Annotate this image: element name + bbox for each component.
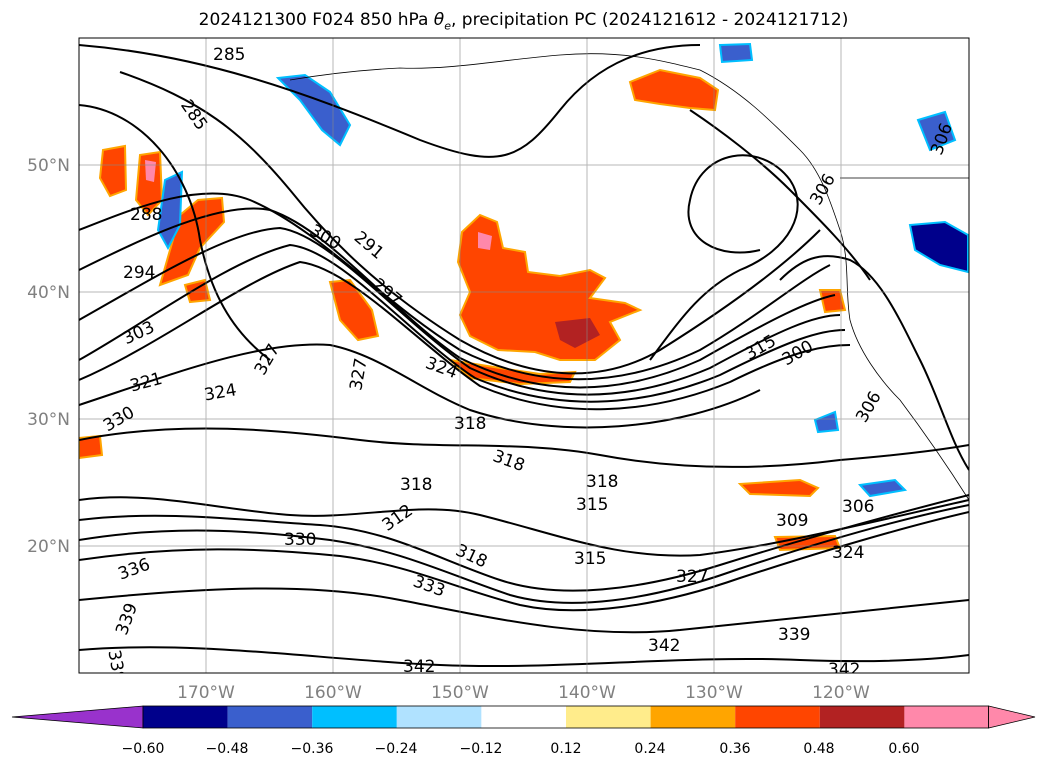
colorbar-tick-label: −0.48 (206, 741, 249, 757)
precip-shading (79, 42, 969, 552)
contour-line (779, 255, 969, 471)
contour-line (79, 511, 969, 612)
contour-label: 342 (648, 636, 680, 656)
colorbar-tick-label: 0.36 (719, 741, 750, 757)
colorbar-tick-label: −0.24 (375, 741, 418, 757)
contour-label: 309 (776, 511, 808, 531)
lon-label-120w: 120°W (812, 683, 870, 703)
precip-area-blue7 (718, 42, 754, 64)
precip-area-east (737, 478, 820, 498)
lon-label-150w: 150°W (431, 683, 489, 703)
colorbar-segment (481, 706, 566, 728)
colorbar-ticks: −0.60 −0.48 −0.36 −0.24 −0.12 0.12 0.24 … (122, 741, 920, 757)
contour-label: 306 (842, 497, 874, 517)
precip-area-central (456, 213, 643, 361)
lon-label-170w: 170°W (177, 683, 235, 703)
colorbar-tick-label: 0.48 (803, 741, 834, 757)
coastline-na-west (839, 229, 969, 501)
contour-label: 324 (832, 543, 864, 563)
colorbar-segment (735, 706, 820, 728)
coastline-alaska (289, 53, 841, 231)
contour-label: 339 (103, 648, 128, 683)
precip-area-blue3 (908, 220, 969, 274)
colorbar-extend-high (988, 705, 1036, 729)
contour-line (79, 646, 969, 668)
contour-line (79, 104, 271, 361)
precip-area-blue6 (813, 410, 840, 434)
map-frame (78, 37, 970, 674)
lon-labels: 170°W 160°W 150°W 140°W 130°W 120°W (177, 683, 870, 703)
map-area (79, 38, 969, 673)
colorbar-segment (904, 706, 989, 728)
contour-line (79, 44, 701, 158)
contour-line (79, 243, 846, 403)
precip-area-mid (328, 278, 380, 342)
precip-area-central-core2 (555, 318, 600, 348)
precip-area-west2 (134, 150, 164, 217)
colorbar-tick-label: −0.60 (122, 741, 165, 757)
contour-label: 342 (403, 657, 435, 677)
precip-area-west1 (98, 144, 128, 198)
coastlines (289, 53, 969, 501)
gridlines (79, 38, 969, 673)
colorbar-extend-low (11, 705, 144, 729)
lon-label-130w: 130°W (685, 683, 743, 703)
colorbar-tick-label: 0.12 (550, 741, 581, 757)
precip-area-west4 (183, 278, 212, 304)
colorbar-segment (227, 706, 313, 728)
lat-label-50n: 50°N (27, 156, 70, 176)
precip-area-central-core (478, 232, 492, 250)
contour-label: 330 (284, 530, 316, 550)
contour-label: 315 (574, 549, 606, 569)
contour-line (79, 260, 851, 411)
precip-area-blue2 (156, 170, 184, 251)
colorbar-segment (650, 706, 736, 728)
contour-line (79, 496, 969, 557)
contour-line (79, 226, 841, 396)
colorbar-segments (11, 705, 1036, 729)
colorbar-tick-label: −0.12 (460, 741, 503, 757)
colorbar-segment (143, 706, 228, 728)
contour-label: 318 (454, 414, 486, 434)
contour-label: 318 (400, 475, 432, 495)
contour-label: 318 (586, 472, 618, 492)
contour-line (79, 587, 969, 634)
precip-area-blue4 (916, 110, 957, 152)
contour-line (79, 494, 969, 592)
lat-label-20n: 20°N (27, 537, 70, 557)
contour-label: 327 (676, 567, 708, 587)
contour-label: 294 (123, 263, 155, 283)
lon-label-140w: 140°W (558, 683, 616, 703)
contour-label: 288 (130, 205, 162, 225)
contour-label: 339 (778, 625, 810, 645)
precip-area-coast (818, 289, 847, 314)
colorbar-outline (142, 705, 989, 729)
contour-line (79, 427, 969, 468)
colorbar-tick-label: 0.60 (888, 741, 919, 757)
colorbar-segment (312, 706, 397, 728)
map-content: 285 285 288 294 303 321 330 324 336 339 … (79, 38, 969, 683)
precip-area-blue5 (857, 478, 908, 498)
contour-label: 285 (213, 45, 245, 65)
precip-area-alaska (628, 68, 720, 112)
lon-label-160w: 160°W (304, 683, 362, 703)
contour-line (79, 343, 761, 429)
colorbar-segment (819, 706, 905, 728)
colorbar-segment (566, 706, 651, 728)
contour-line (689, 109, 871, 281)
colorbar: −0.60 −0.48 −0.36 −0.24 −0.12 0.12 0.24 … (11, 705, 1036, 757)
lat-labels: 50°N 40°N 30°N 20°N (27, 156, 70, 557)
colorbar-tick-label: 0.24 (634, 741, 665, 757)
lat-label-40n: 40°N (27, 283, 70, 303)
colorbar-tick-label: −0.36 (291, 741, 334, 757)
colorbar-segment (396, 706, 482, 728)
contour-label: 315 (576, 495, 608, 515)
contour-line (649, 154, 799, 361)
lat-label-30n: 30°N (27, 410, 70, 430)
chart-title: 2024121300 F024 850 hPa θe, precipitatio… (198, 10, 849, 33)
contour-label: 342 (828, 660, 860, 680)
